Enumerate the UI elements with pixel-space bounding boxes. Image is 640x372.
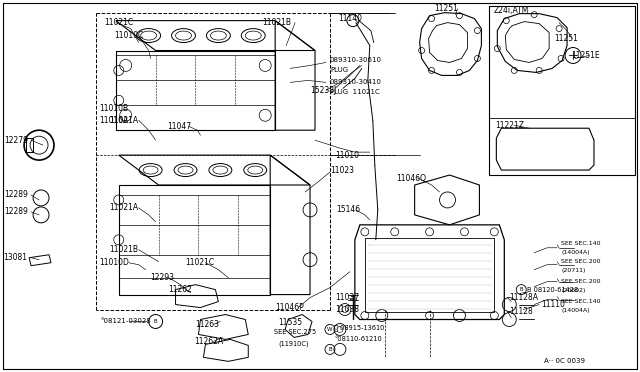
- Text: 11251E: 11251E: [571, 51, 600, 60]
- Text: W: W: [327, 327, 333, 332]
- Text: 11128: 11128: [509, 307, 533, 316]
- Text: 11262A: 11262A: [195, 337, 223, 346]
- Text: 11021C: 11021C: [104, 18, 133, 27]
- Text: A·· 0C 0039: A·· 0C 0039: [544, 358, 585, 364]
- Text: 11021B: 11021B: [109, 245, 138, 254]
- Text: 11038: 11038: [335, 305, 359, 314]
- Text: 11021A: 11021A: [109, 203, 138, 212]
- Text: (14004A): (14004A): [561, 308, 589, 313]
- Text: 11262: 11262: [168, 285, 193, 294]
- Text: 11021C: 11021C: [186, 258, 214, 267]
- Text: °08110-61210: °08110-61210: [334, 336, 381, 342]
- Text: 11251: 11251: [554, 34, 578, 43]
- Text: 15146: 15146: [336, 205, 360, 214]
- Text: SEE SEC.200: SEE SEC.200: [561, 279, 600, 284]
- Text: 11021A: 11021A: [109, 116, 138, 125]
- Text: °08121-03028: °08121-03028: [101, 318, 152, 324]
- Text: 13081: 13081: [3, 253, 27, 262]
- Text: 11110: 11110: [541, 300, 565, 309]
- Text: 12293: 12293: [150, 273, 175, 282]
- Text: SEE SEC.200: SEE SEC.200: [561, 259, 600, 264]
- Text: 11251: 11251: [435, 4, 458, 13]
- Text: 11046Q: 11046Q: [396, 173, 426, 183]
- Text: 11221Z: 11221Z: [495, 121, 524, 130]
- Text: (11910C): (11910C): [278, 340, 308, 347]
- Text: 12289: 12289: [4, 190, 28, 199]
- Text: 11140: 11140: [338, 14, 362, 23]
- Text: SEE SEC.140: SEE SEC.140: [561, 241, 600, 246]
- Text: PLUG: PLUG: [330, 67, 348, 73]
- Text: 11010A: 11010A: [99, 116, 128, 125]
- Text: (14004A): (14004A): [561, 250, 589, 255]
- Text: 15238J: 15238J: [310, 86, 336, 95]
- Text: 11263: 11263: [195, 320, 220, 329]
- Text: B 08120-61428: B 08120-61428: [527, 286, 579, 293]
- Text: B: B: [520, 287, 523, 292]
- Text: 11023: 11023: [330, 166, 354, 174]
- Text: PLUG  11021C: PLUG 11021C: [330, 89, 380, 95]
- Text: 11010C: 11010C: [114, 31, 143, 40]
- Text: B: B: [328, 347, 332, 352]
- Text: (20711): (20711): [561, 268, 586, 273]
- Text: SEE SEC.275: SEE SEC.275: [274, 330, 316, 336]
- Text: Z24i,ATM: Z24i,ATM: [493, 6, 529, 15]
- Text: 11047: 11047: [168, 122, 192, 131]
- Text: 089310-30410: 089310-30410: [330, 79, 382, 86]
- Text: 12289: 12289: [4, 208, 28, 217]
- Text: SEE SEC.140: SEE SEC.140: [561, 299, 600, 304]
- Text: (20602): (20602): [561, 288, 586, 293]
- Text: 11010B: 11010B: [99, 104, 128, 113]
- Text: 11535: 11535: [278, 318, 302, 327]
- Text: B: B: [154, 319, 157, 324]
- Text: 11046P: 11046P: [275, 303, 304, 312]
- Text: 12279: 12279: [4, 136, 28, 145]
- Text: 11021B: 11021B: [262, 18, 291, 27]
- Text: 089310-30610: 089310-30610: [330, 57, 382, 64]
- Text: 11010: 11010: [335, 151, 359, 160]
- Text: ⒦ 08915-13610: ⒦ 08915-13610: [334, 324, 385, 331]
- Text: 11010D: 11010D: [99, 258, 129, 267]
- Text: 11037: 11037: [335, 293, 359, 302]
- Text: 11128A: 11128A: [509, 293, 538, 302]
